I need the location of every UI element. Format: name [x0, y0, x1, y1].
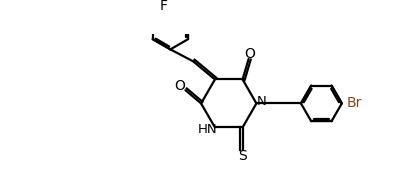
Text: Br: Br: [346, 96, 362, 110]
Text: N: N: [257, 95, 266, 108]
Text: O: O: [175, 79, 186, 93]
Text: HN: HN: [197, 123, 217, 136]
Text: O: O: [244, 47, 255, 61]
Text: S: S: [238, 148, 247, 163]
Text: F: F: [159, 0, 167, 13]
